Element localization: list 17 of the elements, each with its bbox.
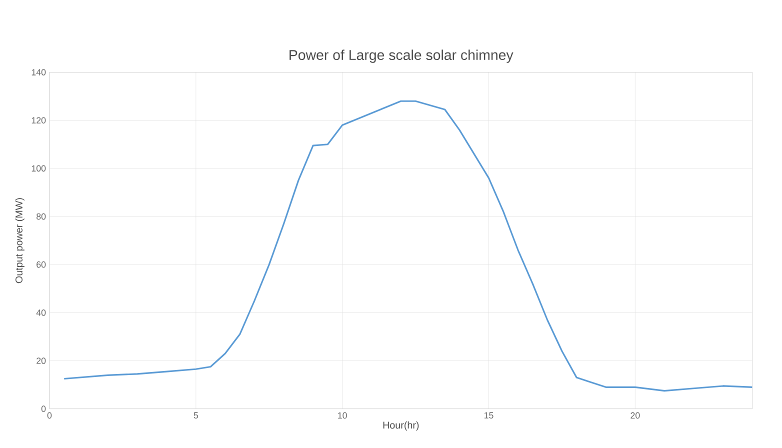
x-tick-label: 15 [484,412,494,418]
x-tick-label: 5 [194,412,198,418]
chart-title: Power of Large scale solar chimney [290,49,514,63]
x-axis-title: Hour(hr) [383,421,419,430]
y-tick-label: 120 [32,116,46,124]
y-tick-label: 100 [32,165,46,172]
y-tick-label: 0 [41,405,46,412]
y-tick-label: 60 [36,261,46,268]
x-tick-label: 0 [47,412,52,418]
y-tick-label: 140 [32,68,46,76]
y-axis-title: Output power (MW) [15,198,24,283]
x-tick-label: 10 [338,412,347,418]
y-tick-label: 20 [36,357,46,364]
line-series [63,100,752,392]
y-tick-label: 40 [36,309,46,316]
y-tick-label: 80 [36,213,46,220]
x-tick-label: 20 [630,412,640,418]
